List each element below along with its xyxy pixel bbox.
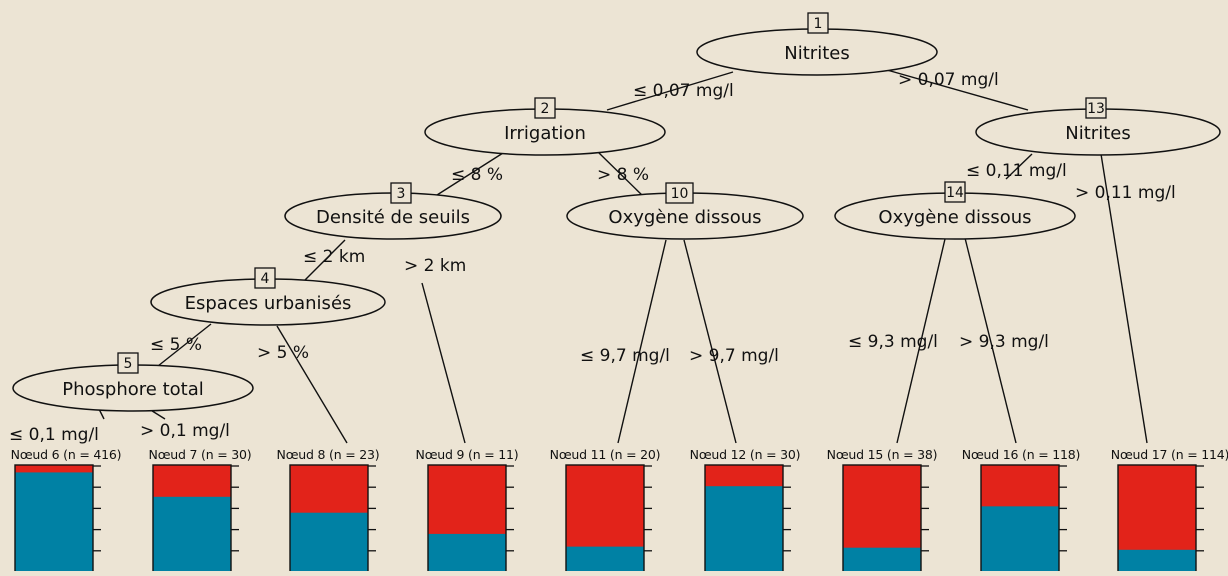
leaf-title-2: Nœud 8 (n = 23) xyxy=(277,447,380,462)
node-id-box xyxy=(665,182,694,204)
leaf-node-7 xyxy=(980,464,1067,576)
leaf-bar-red xyxy=(705,465,783,487)
edge-line-5 xyxy=(421,282,466,444)
node-label: Densité de seuils xyxy=(316,207,470,228)
node-id-label: 10 xyxy=(671,186,689,202)
edge-line-16 xyxy=(964,237,1017,444)
edge-label-5: > 2 km xyxy=(404,256,466,276)
leaf-node-4 xyxy=(565,464,652,576)
edge-labels: ≤ 0,07 mg/l > 0,07 mg/l ≤ 8 % > 8 % ≤ 2 km > … xyxy=(9,70,1176,445)
leaf-bar-red xyxy=(428,465,506,534)
edge-line-15 xyxy=(896,238,946,444)
leaf-bar-red xyxy=(566,465,644,547)
edge-line-1 xyxy=(879,67,1029,111)
edge-label-2: ≤ 8 % xyxy=(451,165,503,185)
edge-label-8: ≤ 0,1 mg/l xyxy=(9,425,99,445)
edge-line-3 xyxy=(597,151,646,199)
leaf-node-8 xyxy=(1117,464,1204,576)
edge-label-11: > 9,7 mg/l xyxy=(689,346,779,366)
leaf-bar-red xyxy=(843,465,921,548)
edge-line-12 xyxy=(683,239,737,444)
node-id-box xyxy=(944,181,966,203)
node-label: Espaces urbanisés xyxy=(185,293,352,314)
edge-label-12: ≤ 0,11 mg/l xyxy=(966,161,1067,181)
node-id-label: 14 xyxy=(946,185,964,201)
node-label: Oxygène dissous xyxy=(878,207,1031,228)
node-id-box xyxy=(390,182,412,204)
tree-nodes: 1 Nitrites 2 Irrigation 3 Densité de seuils 4 E… xyxy=(12,12,1221,412)
leaf-bar-red xyxy=(290,465,368,513)
leaf-node-2 xyxy=(289,464,376,576)
leaf-title-0: Nœud 6 (n = 416) xyxy=(11,447,122,462)
leaf-title-7: Nœud 16 (n = 118) xyxy=(962,447,1080,462)
leaf-node-6 xyxy=(842,464,929,576)
leaf-node-3 xyxy=(427,464,514,576)
tree-node-13: 13 Nitrites xyxy=(975,97,1221,156)
edge-line-14 xyxy=(1100,153,1148,444)
tree-node-3: 3 Densité de seuils xyxy=(284,182,502,240)
tree-node-1: 1 Nitrites xyxy=(696,12,938,76)
node-id-box xyxy=(1085,97,1107,119)
node-id-label: 4 xyxy=(261,271,270,287)
edge-label-3: > 8 % xyxy=(597,165,649,185)
edge-label-4: ≤ 2 km xyxy=(303,247,365,267)
edge-label-1: > 0,07 mg/l xyxy=(898,70,999,90)
edge-label-7: > 5 % xyxy=(257,343,309,363)
tree-node-14: 14 Oxygène dissous xyxy=(834,181,1076,240)
node-id-box xyxy=(534,97,556,119)
edge-line-0 xyxy=(606,71,734,111)
leaf-titles: Nœud 6 (n = 416) Nœud 7 (n = 30) Nœud 8 (n… xyxy=(11,447,1228,462)
edge-label-14: ≤ 9,3 mg/l xyxy=(848,332,938,352)
node-id-label: 2 xyxy=(541,101,550,117)
edge-line-6 xyxy=(157,323,212,367)
node-id-label: 5 xyxy=(124,356,133,372)
leaf-bar-red xyxy=(15,465,93,473)
edge-line-4 xyxy=(304,239,346,281)
edge-lines xyxy=(98,67,1148,486)
node-id-box xyxy=(807,12,829,34)
leaf-bar-red xyxy=(153,465,231,497)
edge-label-0: ≤ 0,07 mg/l xyxy=(633,81,734,101)
edge-line-13 xyxy=(1005,153,1033,180)
leaf-title-5: Nœud 12 (n = 30) xyxy=(690,447,801,462)
leaf-bars xyxy=(14,464,1204,576)
edge-label-9: > 0,1 mg/l xyxy=(140,421,230,441)
node-label: Phosphore total xyxy=(62,379,203,400)
leaf-title-6: Nœud 15 (n = 38) xyxy=(827,447,938,462)
leaf-bar-red xyxy=(981,465,1059,507)
node-label: Oxygène dissous xyxy=(608,207,761,228)
edge-line-11 xyxy=(617,239,667,444)
edge-line-7 xyxy=(276,325,348,444)
edge-label-13: > 0,11 mg/l xyxy=(1075,183,1176,203)
node-label: Irrigation xyxy=(504,123,586,144)
tree-node-5: 5 Phosphore total xyxy=(12,352,254,412)
tree-node-4: 4 Espaces urbanisés xyxy=(150,267,386,326)
leaf-title-1: Nœud 7 (n = 30) xyxy=(149,447,252,462)
node-label: Nitrites xyxy=(1065,123,1130,144)
leaf-title-3: Nœud 9 (n = 11) xyxy=(416,447,519,462)
edge-label-6: ≤ 5 % xyxy=(150,335,202,355)
node-label: Nitrites xyxy=(784,43,849,64)
node-id-box xyxy=(117,352,139,374)
node-id-label: 3 xyxy=(397,186,406,202)
edge-line-2 xyxy=(436,152,504,196)
leaf-node-1 xyxy=(152,464,239,576)
leaf-bar-blue xyxy=(15,465,93,571)
node-id-box xyxy=(254,267,276,289)
edge-label-15: > 9,3 mg/l xyxy=(959,332,1049,352)
leaf-title-8: Nœud 17 (n = 114) xyxy=(1111,447,1228,462)
edge-label-10: ≤ 9,7 mg/l xyxy=(580,346,670,366)
leaf-node-0 xyxy=(14,464,101,576)
leaf-bar-red xyxy=(1118,465,1196,550)
node-id-label: 13 xyxy=(1087,101,1105,117)
node-id-label: 1 xyxy=(814,16,823,32)
tree-node-2: 2 Irrigation xyxy=(424,97,666,156)
tree-node-10: 10 Oxygène dissous xyxy=(566,182,804,240)
leaf-title-4: Nœud 11 (n = 20) xyxy=(550,447,661,462)
leaf-node-5 xyxy=(704,464,791,576)
